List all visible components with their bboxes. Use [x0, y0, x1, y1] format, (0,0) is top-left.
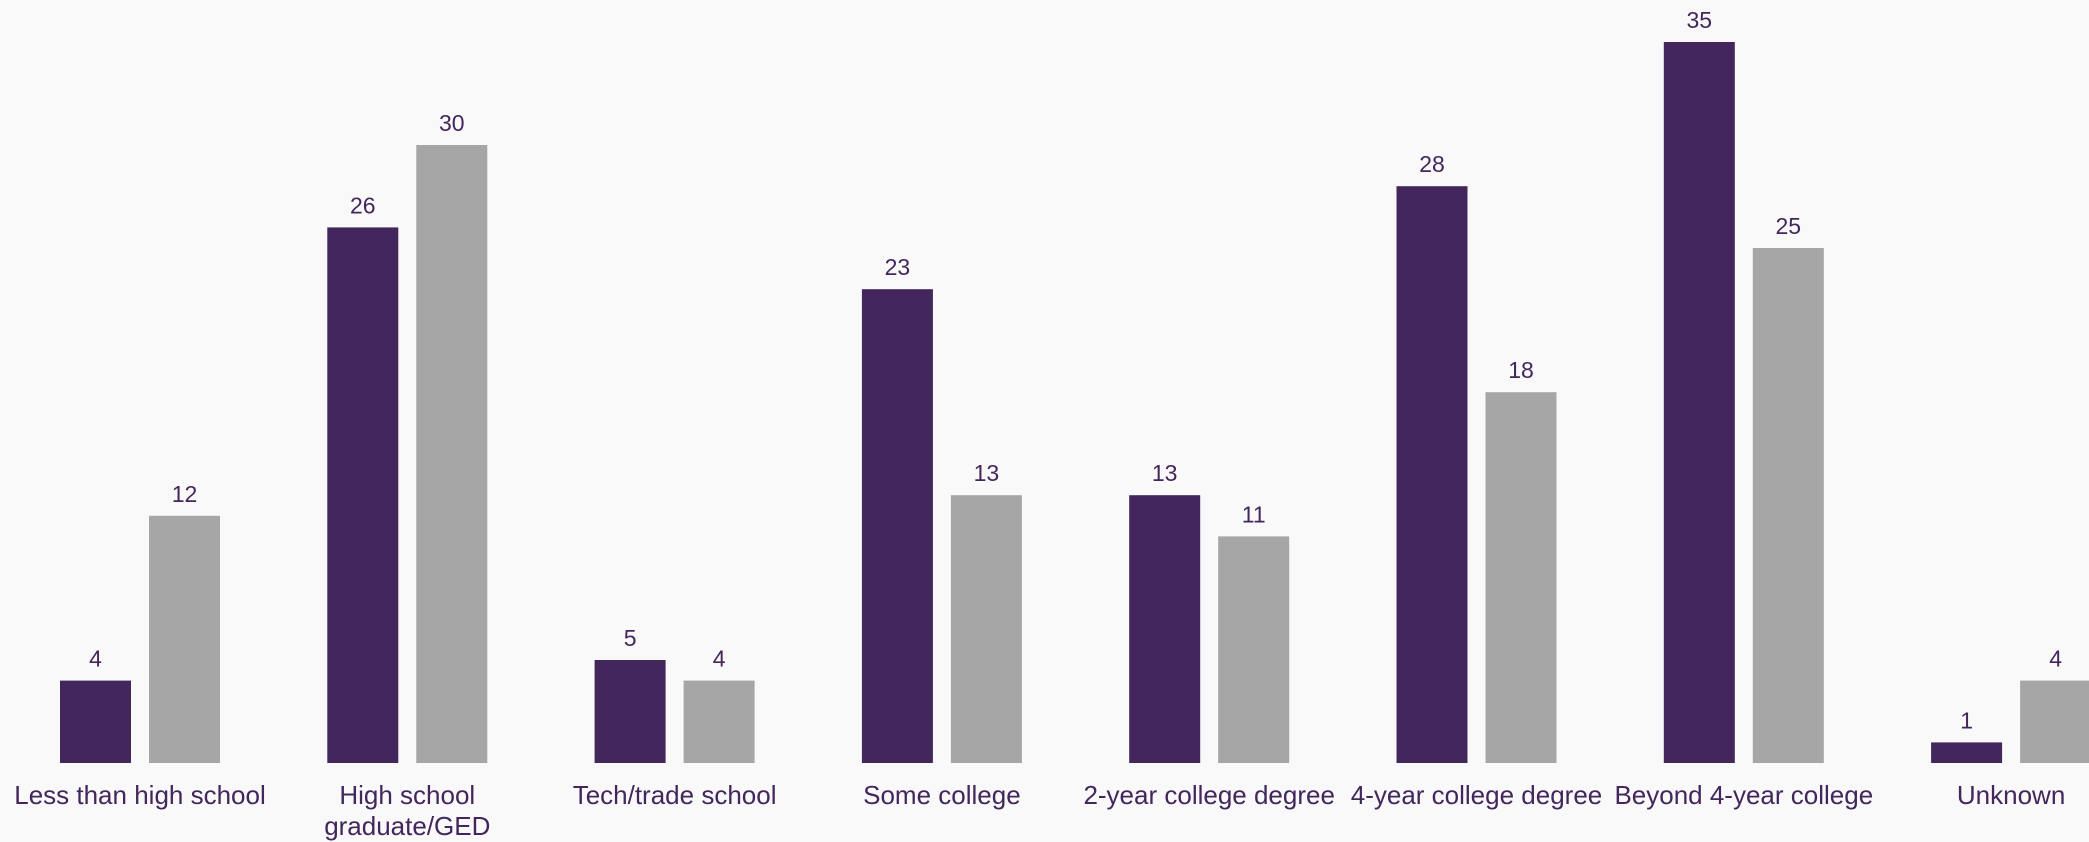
- bars-layer: [60, 42, 2089, 763]
- bar-cat5-series0: [1396, 186, 1468, 763]
- category-label-6: Beyond 4-year college: [1614, 780, 1873, 810]
- category-labels-layer: Less than high school High schoolgraduate…: [14, 780, 2065, 841]
- value-label-cat0-series1: 12: [172, 481, 198, 507]
- category-label-4: 2-year college degree: [1083, 780, 1335, 810]
- value-labels-layer: 4 12 26 30 5 4 23 13 13 11 28 18 35 25 1 4: [89, 7, 2062, 733]
- bar-cat6-series0: [1663, 42, 1735, 763]
- category-label-5: 4-year college degree: [1351, 780, 1603, 810]
- value-label-cat6-series0: 35: [1687, 7, 1713, 33]
- value-label-cat2-series1: 4: [713, 646, 726, 672]
- category-label-0: Less than high school: [14, 780, 266, 810]
- bar-cat4-series1: [1218, 536, 1290, 763]
- value-label-cat1-series0: 26: [350, 192, 376, 218]
- value-label-cat4-series1: 11: [1242, 501, 1266, 527]
- bar-cat1-series1: [416, 145, 488, 763]
- category-label-7: Unknown: [1957, 780, 2065, 810]
- bar-cat0-series1: [149, 515, 220, 763]
- value-label-cat5-series1: 18: [1508, 357, 1534, 383]
- category-label-2: Tech/trade school: [573, 780, 777, 810]
- bar-cat2-series0: [594, 660, 666, 763]
- bar-cat0-series0: [60, 680, 131, 763]
- category-label-3: Some college: [863, 780, 1021, 810]
- bar-cat3-series0: [861, 289, 933, 763]
- bar-cat4-series0: [1129, 495, 1201, 763]
- category-label-1-line0: High school: [339, 780, 475, 810]
- bar-cat7-series0: [1931, 742, 2003, 763]
- value-label-cat3-series1: 13: [974, 460, 1000, 486]
- bar-cat5-series1: [1485, 392, 1557, 763]
- category-label-1-line1: graduate/GED: [324, 811, 490, 841]
- bar-cat2-series1: [683, 680, 755, 763]
- bar-cat7-series1: [2020, 680, 2089, 763]
- bar-cat3-series1: [950, 495, 1022, 763]
- value-label-cat3-series0: 23: [885, 254, 911, 280]
- value-label-cat7-series1: 4: [2049, 646, 2062, 672]
- value-label-cat5-series0: 28: [1419, 151, 1445, 177]
- value-label-cat2-series0: 5: [624, 625, 637, 651]
- value-label-cat7-series0: 1: [1960, 707, 1973, 733]
- value-label-cat1-series1: 30: [439, 110, 465, 136]
- bar-cat6-series1: [1752, 248, 1824, 763]
- value-label-cat0-series0: 4: [89, 646, 102, 672]
- value-label-cat6-series1: 25: [1776, 213, 1802, 239]
- bar-cat1-series0: [327, 227, 399, 763]
- value-label-cat4-series0: 13: [1152, 460, 1178, 486]
